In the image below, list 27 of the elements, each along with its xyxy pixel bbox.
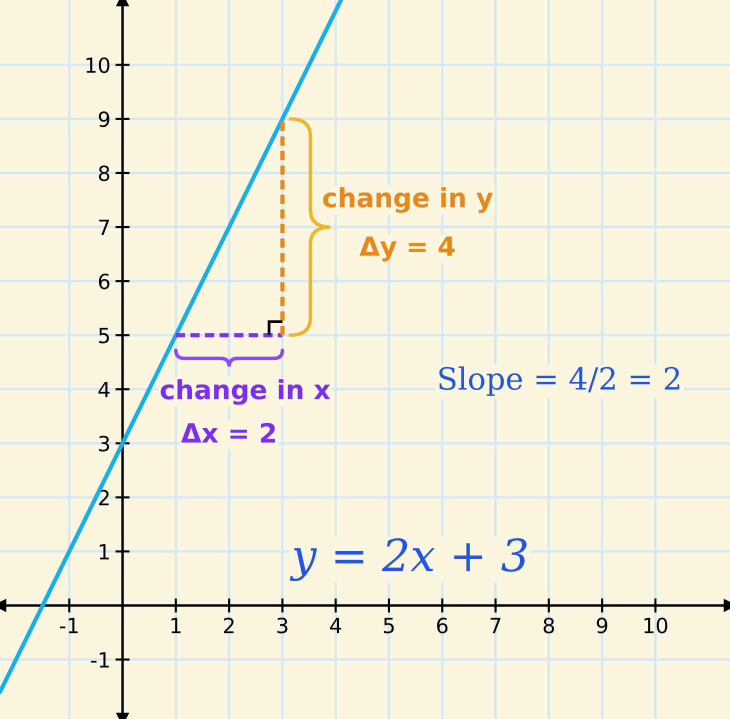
y-tick-label: -1 [90,652,109,668]
x-tick-label: 8 [544,618,554,634]
x-tick-label: 6 [437,618,448,634]
x-tick-label: 3 [277,618,288,634]
x-tick-label: 1 [172,618,181,634]
y-tick-label: 5 [99,328,109,344]
annotation: change in y [323,187,493,213]
x-tick-label: 4 [330,618,342,634]
x-tick-label: -1 [60,618,78,634]
y-tick-label: 4 [98,382,110,398]
x-tick-label: 7 [490,618,500,634]
annotation: change in x [160,379,330,405]
y-tick-label: 8 [98,165,110,182]
x-tick-label: 9 [596,618,608,634]
annotation: Slope = 4/2 = 2 [439,366,680,396]
y-tick-label: 10 [86,57,110,74]
annotation: Δy = 4 [360,236,455,262]
y-tick-label: 3 [99,436,110,452]
y-tick-label: 6 [98,274,110,290]
annotation: Δx = 2 [181,422,275,442]
y-tick-label: 9 [98,111,110,128]
y-tick-label: 1 [100,544,109,560]
y-tick-label: 7 [99,220,109,235]
x-tick-label: 10 [644,618,668,634]
annotation: y = 2x + 3 [290,538,526,582]
x-tick-label: 2 [224,618,234,634]
x-tick-label: 5 [384,618,394,634]
